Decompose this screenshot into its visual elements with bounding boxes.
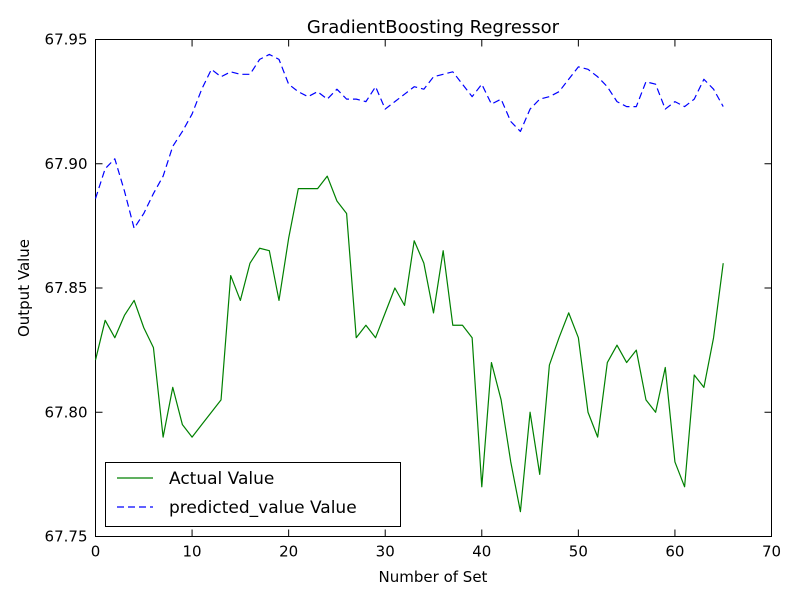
x-tick-label-2: 20 xyxy=(279,543,298,561)
x-tick-label-1: 10 xyxy=(183,543,202,561)
x-axis-title: Number of Set xyxy=(379,568,488,586)
y-tick-label-3: 67.90 xyxy=(45,155,88,173)
x-tick-label-7: 70 xyxy=(762,543,781,561)
legend-label-actual: Actual Value xyxy=(169,469,274,489)
x-tick-label-6: 60 xyxy=(665,543,684,561)
x-tick-label-4: 40 xyxy=(472,543,491,561)
chart-title: GradientBoosting Regressor xyxy=(307,17,560,38)
y-axis-title: Output Value xyxy=(15,239,33,337)
series-layer xyxy=(94,53,724,513)
y-tick-label-0: 67.75 xyxy=(45,528,88,546)
y-tick-label-2: 67.85 xyxy=(45,279,88,297)
x-tick-label-0: 0 xyxy=(91,543,101,561)
ticks-layer: 0 10 20 30 40 50 60 70 67.75 67.80 67.85 67.90 67.95 xyxy=(45,31,782,561)
x-tick-label-3: 30 xyxy=(376,543,395,561)
plot-frame xyxy=(95,39,772,537)
legend-label-predicted: predicted_value Value xyxy=(169,498,357,518)
legend-box xyxy=(105,462,401,527)
series-line-0 xyxy=(94,175,724,513)
y-tick-label-4: 67.95 xyxy=(45,31,88,49)
x-tick-label-5: 50 xyxy=(569,543,588,561)
series-line-1 xyxy=(94,53,724,229)
legend: Actual Value predicted_value Value xyxy=(105,462,401,527)
y-tick-label-1: 67.80 xyxy=(45,403,88,421)
